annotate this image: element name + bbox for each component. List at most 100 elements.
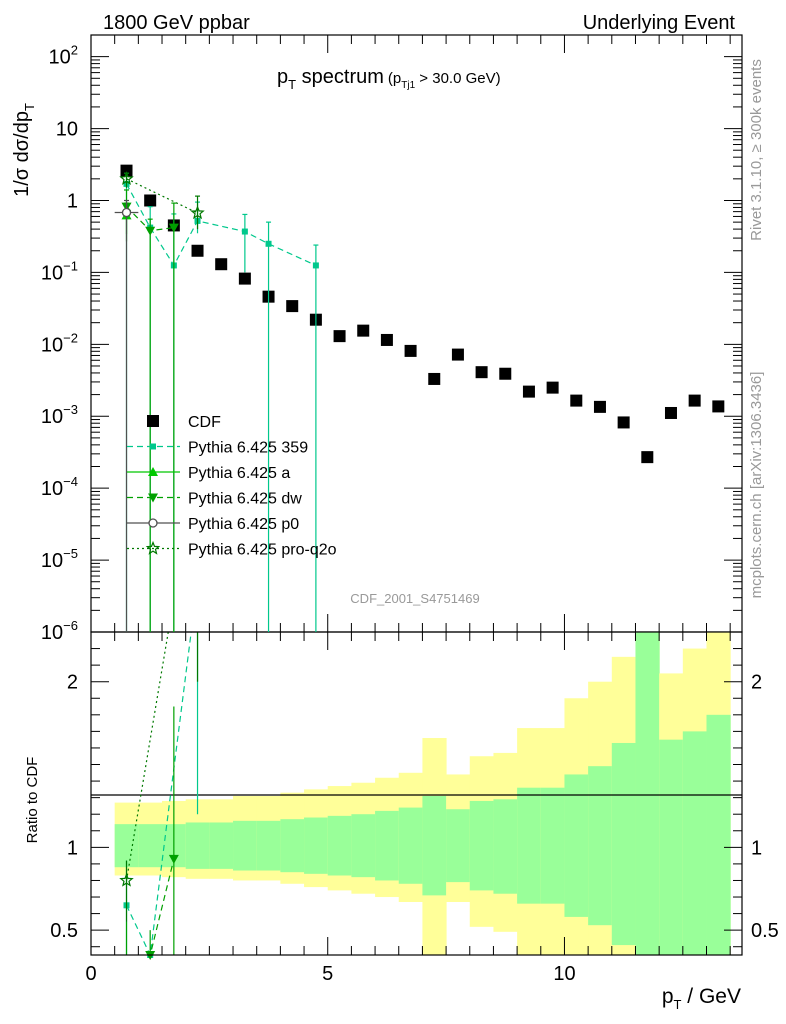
ratio-band-inner: [564, 774, 589, 917]
legend-item: CDF: [147, 414, 221, 431]
ratio-axis-ticks: 0.5 0.5 1 1 2 2 0 5 10: [50, 632, 779, 985]
series-pythia-6-425-pro-q2o: [119, 171, 205, 230]
y-tick-label: 10−3: [41, 402, 78, 428]
ratio-band-inner: [611, 742, 636, 946]
data-point: [688, 394, 701, 407]
ratio-band-inner: [682, 731, 707, 955]
y-tick-label: 102: [49, 43, 78, 69]
legend-label: Pythia 6.425 dw: [188, 491, 302, 508]
legend-item: Pythia 6.425 p0: [127, 516, 299, 533]
legend-marker: [148, 493, 158, 503]
main-series: [114, 164, 725, 632]
data-point: [312, 262, 319, 269]
data-point: [357, 324, 370, 337]
data-point: [191, 244, 204, 257]
ratio-band-inner: [517, 787, 542, 904]
y-tick-label: 10−5: [41, 546, 78, 572]
ratio-panel-frame: [90, 631, 743, 956]
x-tick-label: 10: [553, 963, 575, 985]
ratio-y-tick-label-left: 0.5: [50, 920, 78, 942]
legend-item: Pythia 6.425 pro-q2o: [127, 540, 337, 559]
ratio-band-inner: [114, 824, 139, 868]
data-point: [451, 348, 464, 361]
legend-marker: [150, 443, 156, 450]
data-point: [546, 381, 559, 394]
data-point: [145, 226, 156, 236]
ratio-band-inner: [588, 766, 613, 926]
data-point: [641, 451, 654, 464]
ratio-band-inner: [446, 809, 471, 883]
ratio-band-inner: [706, 714, 731, 955]
analysis-watermark: CDF_2001_S4751469: [350, 591, 479, 606]
series-pythia-6-425-dw: [121, 189, 179, 632]
header-left-label: 1800 GeV ppbar: [103, 12, 250, 34]
ratio-y-tick-label-right: 0.5: [751, 920, 779, 942]
legend-item: Pythia 6.425 dw: [127, 491, 302, 508]
ratio-band-inner: [659, 739, 684, 955]
ratio-series: [119, 632, 199, 960]
ratio-series-line: [125, 632, 169, 881]
series-line: [126, 178, 198, 214]
series-pythia-6-425-359: [123, 172, 319, 632]
data-point: [168, 223, 179, 233]
mcplots-label: mcplots.cern.ch [arXiv:1306.3436]: [748, 372, 765, 599]
data-point: [190, 205, 205, 220]
ratio-band-inner: [138, 824, 163, 868]
ratio-band-inner: [327, 815, 352, 876]
data-point: [593, 400, 606, 413]
data-point: [380, 333, 393, 346]
data-point: [121, 207, 132, 218]
y-tick-label: 10−6: [41, 618, 78, 644]
data-point: [119, 171, 134, 186]
data-point: [265, 240, 272, 247]
ratio-band-inner: [209, 822, 234, 869]
ratio-band-inner: [233, 820, 258, 871]
data-point: [617, 416, 630, 429]
y-tick-label: 10−4: [41, 474, 78, 500]
ratio-band-inner: [469, 800, 494, 891]
data-point: [499, 367, 512, 380]
x-axis-label: pT / GeV: [662, 985, 741, 1012]
ratio-y-axis-label: Ratio to CDF: [24, 757, 41, 844]
ratio-band-inner: [351, 814, 376, 878]
data-point: [241, 228, 248, 235]
ratio-y-tick-label-right: 2: [751, 672, 762, 694]
ratio-y-tick-label-right: 1: [751, 837, 762, 859]
y-tick-label: 1: [67, 190, 78, 212]
legend-label: Pythia 6.425 pro-q2o: [188, 542, 337, 559]
series-pythia-6-425-p0: [114, 199, 139, 632]
legend-marker: [148, 518, 158, 528]
legend-label: Pythia 6.425 359: [188, 440, 308, 457]
ratio-series-pythia-6-425-pro-q2o: [119, 632, 199, 922]
x-tick-label: 0: [85, 963, 96, 985]
data-point: [333, 330, 346, 343]
ratio-band-inner: [635, 632, 660, 955]
ratio-point: [168, 854, 179, 864]
legend-marker: [145, 540, 161, 555]
ratio-band-inner: [185, 822, 210, 869]
ratio-band-inner: [304, 817, 329, 874]
ratio-series-pythia-6-425-359: [123, 632, 199, 958]
ratio-band-inner: [398, 807, 423, 884]
main-axis-ticks: 102 10 1 10−1 10−2 10−3 10−4 10−5 10−6: [41, 35, 742, 644]
data-point: [712, 400, 725, 413]
ratio-uncertainty-bands: [114, 632, 731, 955]
data-point: [238, 272, 251, 285]
ratio-band-inner: [493, 799, 518, 894]
data-point: [475, 366, 488, 379]
ratio-point: [119, 872, 134, 887]
data-point: [215, 258, 228, 271]
data-point: [286, 300, 299, 313]
ratio-band-inner: [280, 819, 305, 873]
main-y-axis-label: 1/σ dσ/dpT: [11, 103, 37, 197]
data-point: [522, 385, 535, 398]
ratio-series-line: [147, 858, 175, 955]
x-tick-label: 5: [322, 963, 333, 985]
legend: CDF Pythia 6.425 359 Pythia 6.425 a Pythia …: [127, 414, 337, 559]
y-tick-label: 10: [56, 119, 78, 141]
data-point: [404, 344, 417, 357]
ratio-band-inner: [540, 787, 565, 904]
data-point: [120, 164, 133, 177]
ratio-series-line: [125, 632, 192, 955]
